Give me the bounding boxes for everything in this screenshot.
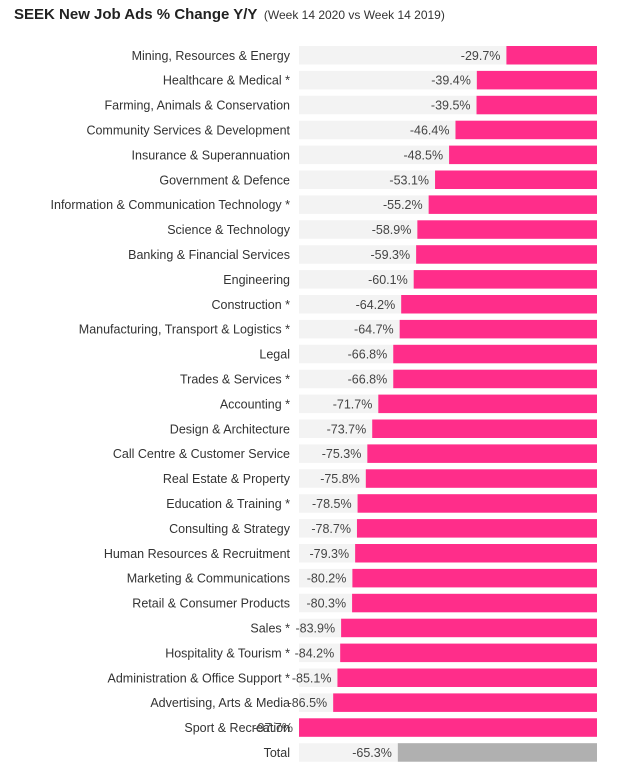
category-label: Community Services & Development <box>86 123 290 137</box>
data-label: -71.7% <box>333 397 373 411</box>
data-label: -80.3% <box>306 597 346 611</box>
category-label: Sales * <box>250 621 290 635</box>
category-label: Trades & Services * <box>180 372 290 386</box>
bar <box>352 593 597 613</box>
bar <box>416 245 597 264</box>
bar <box>355 544 597 563</box>
category-label: Total <box>264 746 290 760</box>
bar <box>340 643 597 663</box>
category-label: Legal <box>259 348 290 362</box>
category-label: Construction * <box>211 298 290 312</box>
data-label: -78.7% <box>311 522 351 536</box>
category-label: Information & Communication Technology * <box>51 198 291 212</box>
bar <box>435 170 597 189</box>
bar <box>417 220 597 239</box>
bar <box>401 295 597 314</box>
data-label: -64.7% <box>354 323 394 337</box>
data-label: -53.1% <box>389 173 429 187</box>
bar <box>299 718 597 737</box>
category-label: Design & Architecture <box>170 422 290 436</box>
data-label: -66.8% <box>348 348 388 362</box>
bar <box>476 95 597 115</box>
chart-subtitle: (Week 14 2020 vs Week 14 2019) <box>263 8 445 22</box>
category-label: Banking & Financial Services <box>128 248 290 262</box>
total-bar <box>397 743 597 762</box>
category-label: Science & Technology <box>167 223 291 237</box>
category-label: Call Centre & Customer Service <box>113 447 290 461</box>
data-label: -85.1% <box>292 671 332 685</box>
category-label: Manufacturing, Transport & Logistics * <box>79 323 290 337</box>
data-label: -29.7% <box>461 49 501 63</box>
category-label: Administration & Office Support * <box>108 671 291 685</box>
chart-title: SEEK New Job Ads % Change Y/Y <box>14 6 258 23</box>
chart-title-row: SEEK New Job Ads % Change Y/Y (Week 14 2… <box>14 6 624 28</box>
data-label: -97.7% <box>253 721 293 735</box>
category-label: Advertising, Arts & Media <box>150 696 290 710</box>
bar <box>393 369 597 389</box>
category-label: Education & Training * <box>166 497 290 511</box>
bar <box>455 120 597 140</box>
data-label: -83.9% <box>295 621 335 635</box>
data-label: -84.2% <box>295 646 335 660</box>
bar <box>399 319 597 339</box>
category-label: Retail & Consumer Products <box>132 597 290 611</box>
category-label: Sport & Recreation <box>184 721 290 735</box>
bar <box>378 394 597 414</box>
data-label: -60.1% <box>368 273 408 287</box>
bar <box>333 693 597 712</box>
category-label: Real Estate & Property <box>163 472 291 486</box>
bar <box>352 568 597 588</box>
data-label: -65.3% <box>352 746 392 760</box>
data-label: -48.5% <box>403 148 443 162</box>
data-label: -66.8% <box>348 372 388 386</box>
bar <box>365 469 597 488</box>
category-label: Accounting * <box>220 397 290 411</box>
data-label: -75.8% <box>320 472 360 486</box>
data-label: -58.9% <box>372 223 412 237</box>
category-label: Healthcare & Medical * <box>163 74 290 88</box>
data-label: -55.2% <box>383 198 423 212</box>
data-label: -46.4% <box>410 123 450 137</box>
bar <box>357 494 597 513</box>
data-label: -79.3% <box>310 547 350 561</box>
category-label: Marketing & Communications <box>127 572 290 586</box>
bar <box>367 444 597 463</box>
bar <box>413 270 597 289</box>
data-label: -64.2% <box>356 298 396 312</box>
bar <box>428 195 597 214</box>
bar <box>393 344 597 364</box>
data-label: -73.7% <box>327 422 367 436</box>
data-label: -75.3% <box>322 447 362 461</box>
category-label: Mining, Resources & Energy <box>132 49 291 63</box>
bar <box>337 668 597 687</box>
category-label: Human Resources & Recruitment <box>104 547 291 561</box>
data-label: -39.4% <box>431 74 471 88</box>
data-label: -78.5% <box>312 497 352 511</box>
category-label: Government & Defence <box>159 173 290 187</box>
data-label: -39.5% <box>431 99 471 113</box>
category-label: Insurance & Superannuation <box>132 148 290 162</box>
category-label: Farming, Animals & Conservation <box>105 99 291 113</box>
bar <box>372 419 597 438</box>
bar <box>506 46 597 65</box>
data-label: -80.2% <box>307 572 347 586</box>
bar <box>449 145 597 165</box>
category-label: Engineering <box>223 273 290 287</box>
category-label: Hospitality & Tourism * <box>165 646 290 660</box>
category-label: Consulting & Strategy <box>169 522 291 536</box>
bar <box>356 519 597 538</box>
data-label: -59.3% <box>371 248 411 262</box>
bar <box>476 70 597 90</box>
data-label: -86.5% <box>288 696 328 710</box>
bar <box>341 618 597 638</box>
